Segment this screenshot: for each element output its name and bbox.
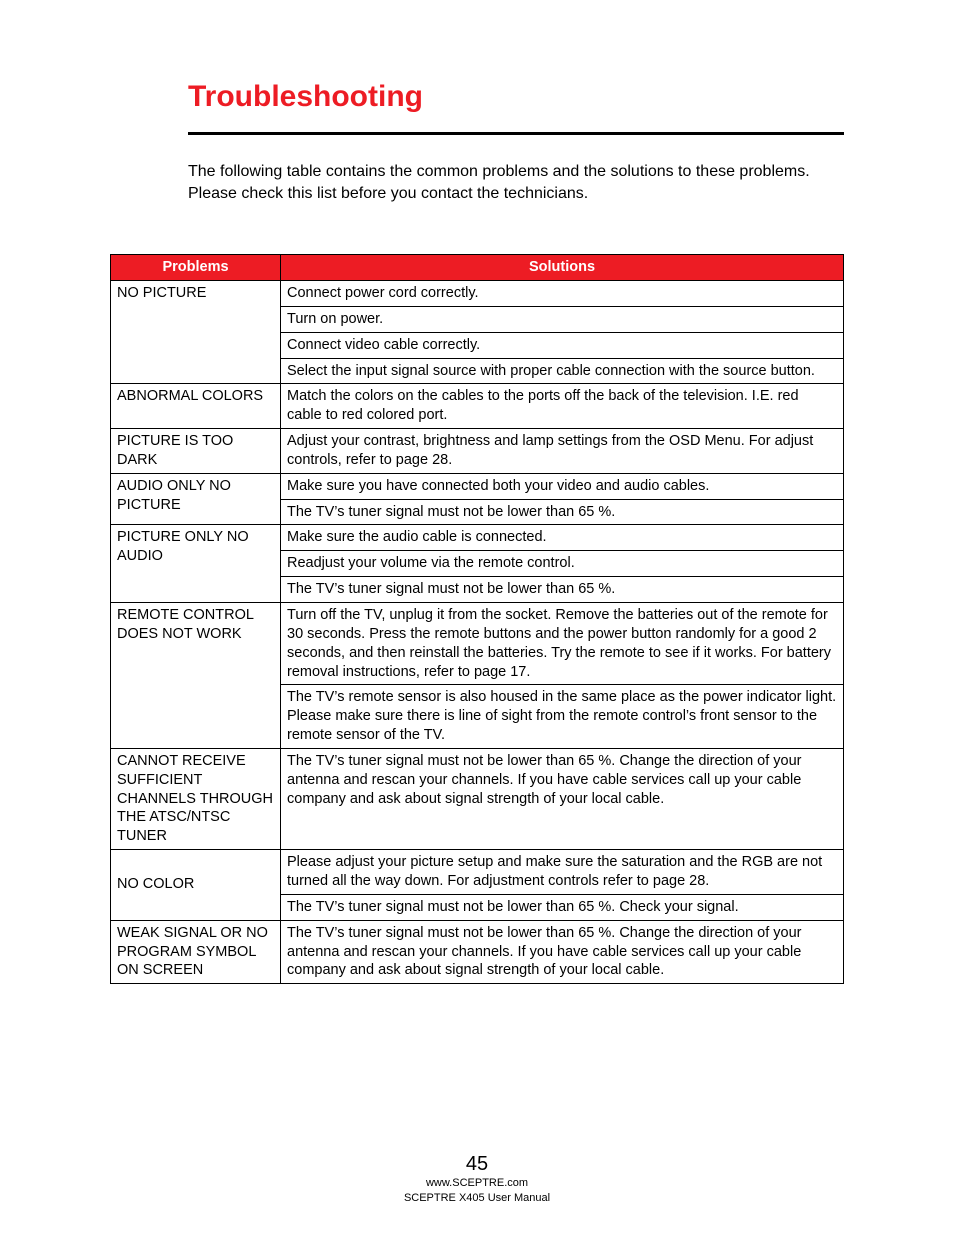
table-header-row: Problems Solutions [111,255,844,281]
table-row: NO COLORPlease adjust your picture setup… [111,850,844,895]
table-row: REMOTE CONTROL DOES NOT WORKTurn off the… [111,603,844,685]
col-header-problems: Problems [111,255,281,281]
solution-cell: Please adjust your picture setup and mak… [281,850,844,895]
footer-line-1: www.SCEPTRE.com [0,1176,954,1190]
problem-cell: CANNOT RECEIVE SUFFICIENT CHANNELS THROU… [111,748,281,849]
page-footer: 45 www.SCEPTRE.com SCEPTRE X405 User Man… [0,1153,954,1205]
table-row: AUDIO ONLY NO PICTUREMake sure you have … [111,473,844,499]
problem-cell: NO COLOR [111,850,281,921]
problem-cell: ABNORMAL COLORS [111,384,281,429]
page-title: Troubleshooting [110,80,844,114]
table-row: PICTURE ONLY NO AUDIOMake sure the audio… [111,525,844,551]
solution-cell: Connect video cable correctly. [281,332,844,358]
solution-cell: Readjust your volume via the remote cont… [281,551,844,577]
intro-text: The following table contains the common … [110,161,844,204]
solution-cell: Connect power cord correctly. [281,281,844,307]
title-rule [188,132,844,135]
table-row: NO PICTUREConnect power cord correctly. [111,281,844,307]
solution-cell: Adjust your contrast, brightness and lam… [281,429,844,474]
problem-cell: NO PICTURE [111,281,281,384]
solution-cell: The TV’s tuner signal must not be lower … [281,499,844,525]
table-row: WEAK SIGNAL OR NO PROGRAM SYMBOL ON SCRE… [111,920,844,984]
solution-cell: Make sure the audio cable is connected. [281,525,844,551]
problem-cell: WEAK SIGNAL OR NO PROGRAM SYMBOL ON SCRE… [111,920,281,984]
solution-cell: The TV’s tuner signal must not be lower … [281,894,844,920]
troubleshooting-table: Problems Solutions NO PICTUREConnect pow… [110,254,844,984]
solution-cell: Select the input signal source with prop… [281,358,844,384]
solution-cell: Turn on power. [281,306,844,332]
solution-cell: The TV’s tuner signal must not be lower … [281,920,844,984]
solution-cell: The TV’s tuner signal must not be lower … [281,577,844,603]
problem-cell: AUDIO ONLY NO PICTURE [111,473,281,525]
table-row: ABNORMAL COLORSMatch the colors on the c… [111,384,844,429]
problem-cell: PICTURE IS TOO DARK [111,429,281,474]
solution-cell: The TV’s tuner signal must not be lower … [281,748,844,849]
problem-cell: PICTURE ONLY NO AUDIO [111,525,281,603]
solution-cell: Match the colors on the cables to the po… [281,384,844,429]
problem-cell: REMOTE CONTROL DOES NOT WORK [111,603,281,749]
footer-line-2: SCEPTRE X405 User Manual [0,1191,954,1205]
page-number: 45 [0,1153,954,1176]
solution-cell: Turn off the TV, unplug it from the sock… [281,603,844,685]
solution-cell: Make sure you have connected both your v… [281,473,844,499]
table-row: PICTURE IS TOO DARKAdjust your contrast,… [111,429,844,474]
col-header-solutions: Solutions [281,255,844,281]
page: Troubleshooting The following table cont… [0,0,954,1235]
table-row: CANNOT RECEIVE SUFFICIENT CHANNELS THROU… [111,748,844,849]
solution-cell: The TV’s remote sensor is also housed in… [281,685,844,749]
